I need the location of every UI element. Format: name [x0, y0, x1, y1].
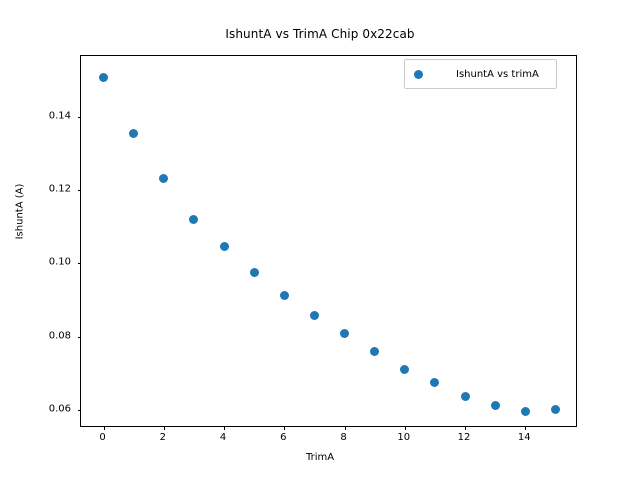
data-point — [550, 404, 560, 414]
x-tick-mark — [404, 426, 406, 430]
plot-area — [77, 55, 577, 430]
y-tick-label: 0.12 — [48, 183, 71, 195]
x-tick-mark — [284, 426, 286, 430]
x-tick-label: 6 — [280, 432, 287, 443]
y-tick-label: 0.14 — [48, 110, 71, 122]
x-tick-label: 8 — [340, 432, 347, 443]
data-point — [400, 364, 410, 374]
x-tick-mark — [163, 426, 165, 430]
y-tick-label: 0.06 — [48, 403, 71, 415]
x-axis-label: TrimA — [305, 452, 335, 463]
x-tick-label: 14 — [517, 432, 531, 443]
x-tick-mark — [224, 426, 226, 430]
legend: IshuntA vs trimA — [404, 59, 557, 89]
scatter-marker-icon — [414, 69, 423, 79]
data-point — [490, 400, 500, 410]
x-tick-mark — [465, 426, 467, 430]
data-point — [309, 311, 319, 321]
data-point — [219, 242, 229, 252]
x-tick-mark — [103, 426, 105, 430]
x-tick-label: 10 — [397, 432, 411, 443]
data-point — [249, 267, 259, 277]
y-tick-mark — [77, 336, 81, 338]
y-tick-mark — [77, 189, 81, 191]
y-axis-label: IshuntA (A) — [14, 183, 26, 240]
data-point — [430, 378, 440, 388]
data-point — [340, 329, 350, 339]
y-tick-mark — [77, 409, 81, 411]
data-point — [159, 174, 169, 184]
legend-entry-label: IshuntA vs trimA — [456, 68, 539, 80]
x-tick-label: 2 — [159, 432, 167, 443]
y-tick-mark — [77, 263, 81, 265]
x-tick-mark — [525, 426, 527, 430]
x-tick-mark — [344, 426, 346, 430]
data-point — [460, 391, 470, 401]
x-tick-label: 12 — [457, 432, 471, 443]
y-tick-label: 0.08 — [48, 330, 71, 342]
data-point — [370, 346, 380, 356]
page-title: IshuntA vs TrimA Chip 0x22cab — [225, 27, 415, 41]
scatter-series-ishunta-vs-trima — [81, 56, 576, 426]
x-tick-label: 0 — [99, 432, 106, 443]
x-tick-label: 4 — [219, 432, 227, 443]
data-point — [279, 291, 289, 301]
y-tick-mark — [77, 116, 81, 118]
data-point — [129, 129, 139, 139]
data-point — [99, 72, 109, 82]
data-point — [189, 214, 199, 224]
data-point — [520, 406, 530, 416]
y-tick-label: 0.10 — [48, 256, 71, 268]
